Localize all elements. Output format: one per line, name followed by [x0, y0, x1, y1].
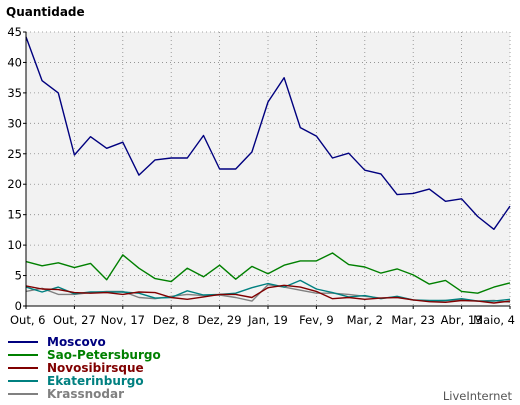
y-tick-label: 15: [7, 208, 22, 222]
series-line-sao-petersburgo: [25, 252, 511, 294]
legend-label: Ekaterinburgo: [47, 374, 144, 388]
x-tick-label: Nov, 17: [101, 313, 145, 327]
x-tick-label: Abr, 13: [441, 313, 483, 327]
series-lines: [25, 36, 511, 304]
y-tick-label: 45: [7, 25, 22, 39]
x-tick-label: Fev, 9: [299, 313, 334, 327]
credit-label: LiveInternet: [443, 389, 513, 403]
series-line-moscovo: [25, 36, 511, 231]
legend-label: Novosibirsque: [47, 361, 144, 375]
y-tick-label: 25: [7, 147, 22, 161]
chart-title: Quantidade: [6, 5, 85, 19]
y-tick-label: 20: [7, 177, 22, 191]
series-line-novosibirsque: [25, 284, 511, 304]
legend-label: Krassnodar: [47, 387, 124, 401]
y-tick-label: 35: [7, 86, 22, 100]
legend: MoscovoSao-PetersburgoNovosibirsqueEkate…: [8, 335, 161, 401]
x-tick-label: Jan, 19: [247, 313, 288, 327]
x-tick-label: Mar, 2: [347, 313, 383, 327]
axes: [23, 31, 511, 309]
legend-label: Sao-Petersburgo: [47, 348, 161, 362]
y-tick-label: 5: [15, 269, 22, 283]
y-tick-label: 0: [15, 299, 22, 313]
x-tick-labels: Out, 6 Out, 27 Nov, 17 Dez, 8 Dez, 29 Jan, 19…: [10, 313, 515, 327]
x-tick-label: Out, 27: [53, 313, 96, 327]
legend-label: Moscovo: [47, 335, 106, 349]
x-tick-label: Maio, 4: [473, 313, 515, 327]
y-tick-label: 10: [7, 238, 22, 252]
x-tick-label: Dez, 29: [198, 313, 242, 327]
x-tick-label: Out, 6: [10, 313, 45, 327]
grid: [26, 31, 511, 306]
y-tick-label: 40: [7, 55, 22, 69]
x-tick-label: Mar, 23: [391, 313, 435, 327]
y-tick-labels: 0 5 10 15 20 25 30 35 40 45: [7, 25, 22, 313]
y-tick-label: 30: [7, 116, 22, 130]
x-tick-label: Dez, 8: [153, 313, 190, 327]
